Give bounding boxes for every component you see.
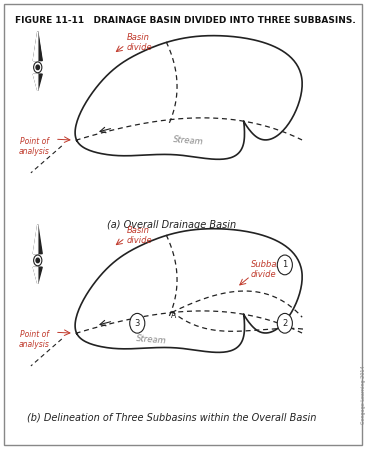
Text: A: A: [171, 311, 176, 320]
Text: Stream: Stream: [135, 335, 166, 346]
Circle shape: [36, 258, 39, 263]
Polygon shape: [33, 74, 38, 91]
Text: Stream: Stream: [173, 135, 204, 146]
Text: Subbasin
divide: Subbasin divide: [251, 260, 289, 279]
Text: (b) Delineation of Three Subbasins within the Overall Basin: (b) Delineation of Three Subbasins withi…: [27, 413, 316, 423]
Polygon shape: [33, 74, 42, 91]
Polygon shape: [33, 31, 38, 61]
Polygon shape: [33, 31, 42, 61]
Text: Basin
divide: Basin divide: [127, 33, 153, 53]
Circle shape: [36, 65, 39, 70]
Text: FIGURE 11-11   DRAINAGE BASIN DIVIDED INTO THREE SUBBASINS.: FIGURE 11-11 DRAINAGE BASIN DIVIDED INTO…: [15, 16, 355, 25]
Circle shape: [130, 313, 145, 333]
Text: Point of
analysis: Point of analysis: [19, 330, 50, 349]
Polygon shape: [33, 224, 38, 254]
Text: 1: 1: [282, 260, 287, 269]
Circle shape: [34, 62, 42, 73]
Text: Point of
analysis: Point of analysis: [19, 137, 50, 156]
Circle shape: [277, 313, 292, 333]
Text: 3: 3: [135, 319, 140, 328]
Text: 2: 2: [282, 319, 287, 328]
Polygon shape: [33, 224, 42, 254]
Circle shape: [277, 255, 292, 275]
Polygon shape: [33, 267, 42, 284]
Text: (a) Overall Drainage Basin: (a) Overall Drainage Basin: [107, 220, 236, 229]
Text: Cengage Learning 2014: Cengage Learning 2014: [361, 366, 366, 424]
Polygon shape: [33, 267, 38, 284]
Text: Basin
divide: Basin divide: [127, 226, 153, 246]
Circle shape: [34, 255, 42, 266]
